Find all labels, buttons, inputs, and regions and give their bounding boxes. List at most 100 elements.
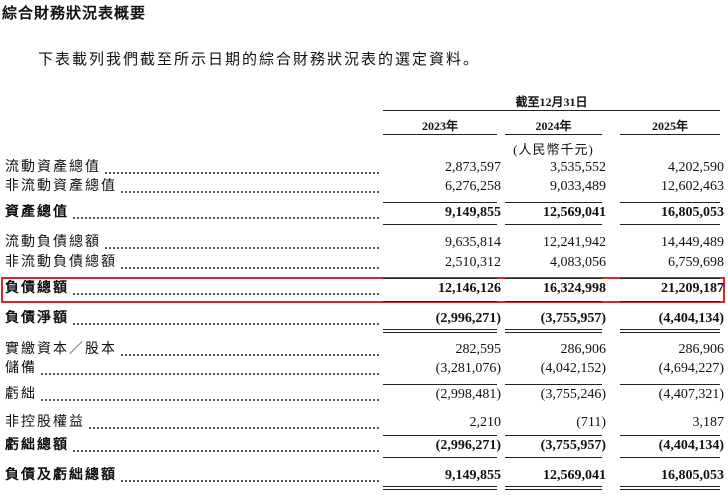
cell-value: 12,569,041 xyxy=(543,205,606,220)
cell-value: 6,759,698 xyxy=(668,255,724,270)
cell-value: 2,873,597 xyxy=(445,160,501,175)
rule xyxy=(505,384,602,385)
cell-value: 21,209,187 xyxy=(661,281,724,296)
row-label: 實繳資本／股本 xyxy=(5,341,383,359)
cell-value: 286,906 xyxy=(560,342,607,357)
cell-value: 16,805,053 xyxy=(661,205,724,220)
leader xyxy=(5,267,379,269)
highlight-box xyxy=(1,277,725,303)
rule xyxy=(383,134,497,135)
rule xyxy=(383,301,497,302)
cell-value: (3,281,076) xyxy=(435,361,501,376)
rule xyxy=(620,457,720,458)
row-label: 虧絀總額 xyxy=(5,437,383,455)
rule xyxy=(620,486,720,490)
unit-label: (人民幣千元) xyxy=(513,142,594,157)
leader xyxy=(5,354,379,356)
row-label: 流動負債總額 xyxy=(5,234,383,252)
cell-value: 14,449,489 xyxy=(661,235,724,250)
leader xyxy=(5,427,379,429)
cell-value: 16,324,998 xyxy=(543,281,606,296)
cell-value: 282,595 xyxy=(455,342,502,357)
leader xyxy=(5,172,379,174)
rule xyxy=(620,202,720,203)
row-label: 非控股權益 xyxy=(5,414,383,432)
column-header: 2025年 xyxy=(651,119,688,133)
leader xyxy=(5,480,379,482)
label-text: 儲備 xyxy=(5,361,40,376)
intro-text: 下表載列我們截至所示日期的綜合財務狀況表的選定資料。 xyxy=(38,52,481,68)
cell-value: (3,755,957) xyxy=(540,438,606,453)
cell-value: (3,755,246) xyxy=(540,387,606,402)
label-text: 非流動負債總額 xyxy=(5,255,120,270)
cell-value: 3,535,552 xyxy=(550,160,606,175)
leader xyxy=(5,191,379,193)
cell-value: (2,998,481) xyxy=(435,387,501,402)
cell-value: 9,149,855 xyxy=(445,205,501,220)
rule xyxy=(620,435,720,436)
cell-value: (2,996,271) xyxy=(435,311,501,326)
cell-value: 6,276,258 xyxy=(445,179,501,194)
rule xyxy=(383,278,497,279)
cell-value: (711) xyxy=(576,415,606,430)
section-title: 綜合財務狀況表概要 xyxy=(2,6,147,22)
rule xyxy=(620,134,720,135)
row-label: 資產總值 xyxy=(5,204,383,222)
label-text: 負債總額 xyxy=(5,281,72,296)
label-text: 流動負債總額 xyxy=(5,235,104,250)
column-header: 2023年 xyxy=(421,119,458,133)
rule xyxy=(505,202,602,203)
label-text: 虧絀 xyxy=(5,387,40,402)
label-text: 負債及虧絀總額 xyxy=(5,468,120,483)
rule xyxy=(383,435,497,436)
cell-value: (2,996,271) xyxy=(435,438,501,453)
leader xyxy=(5,323,379,325)
row-label: 負債及虧絀總額 xyxy=(5,467,383,485)
cell-value: 286,906 xyxy=(678,342,725,357)
label-text: 資產總值 xyxy=(5,205,72,220)
row-label: 非流動負債總額 xyxy=(5,254,383,272)
row-label: 儲備 xyxy=(5,360,383,378)
cell-value: (4,404,134) xyxy=(658,438,724,453)
label-text: 非控股權益 xyxy=(5,415,88,430)
cell-value: 9,033,489 xyxy=(550,179,606,194)
rule xyxy=(383,202,497,203)
row-label: 虧絀 xyxy=(5,386,383,404)
rule xyxy=(620,384,720,385)
cell-value: 12,602,463 xyxy=(661,179,724,194)
rule xyxy=(383,457,497,458)
leader xyxy=(5,247,379,249)
row-label: 非流動資產總值 xyxy=(5,178,383,196)
rule xyxy=(383,329,497,333)
rule xyxy=(505,329,602,333)
rule xyxy=(505,224,602,225)
label-text: 實繳資本／股本 xyxy=(5,342,120,357)
cell-value: 12,146,126 xyxy=(438,281,501,296)
leader xyxy=(5,399,379,401)
cell-value: (4,407,321) xyxy=(658,387,724,402)
rule xyxy=(505,278,602,279)
rule xyxy=(620,278,720,279)
cell-value: 12,569,041 xyxy=(543,468,606,483)
label-text: 虧絀總額 xyxy=(5,438,72,453)
rule xyxy=(620,329,720,333)
cell-value: 4,202,590 xyxy=(668,160,724,175)
cell-value: 12,241,942 xyxy=(543,235,606,250)
leader xyxy=(5,217,379,219)
label-text: 流動資產總值 xyxy=(5,160,104,175)
label-text: 負債淨額 xyxy=(5,311,72,326)
cell-value: 2,510,312 xyxy=(445,255,501,270)
rule xyxy=(620,224,720,225)
rule xyxy=(505,134,602,135)
rule xyxy=(383,384,497,385)
rule xyxy=(505,457,602,458)
cell-value: 2,210 xyxy=(469,415,502,430)
rule xyxy=(505,435,602,436)
rule xyxy=(620,301,720,302)
row-label: 流動資產總值 xyxy=(5,159,383,177)
cell-value: 4,083,056 xyxy=(550,255,606,270)
leader xyxy=(5,293,379,295)
cell-value: (4,404,134) xyxy=(658,311,724,326)
rule xyxy=(383,224,497,225)
rule xyxy=(505,301,602,302)
